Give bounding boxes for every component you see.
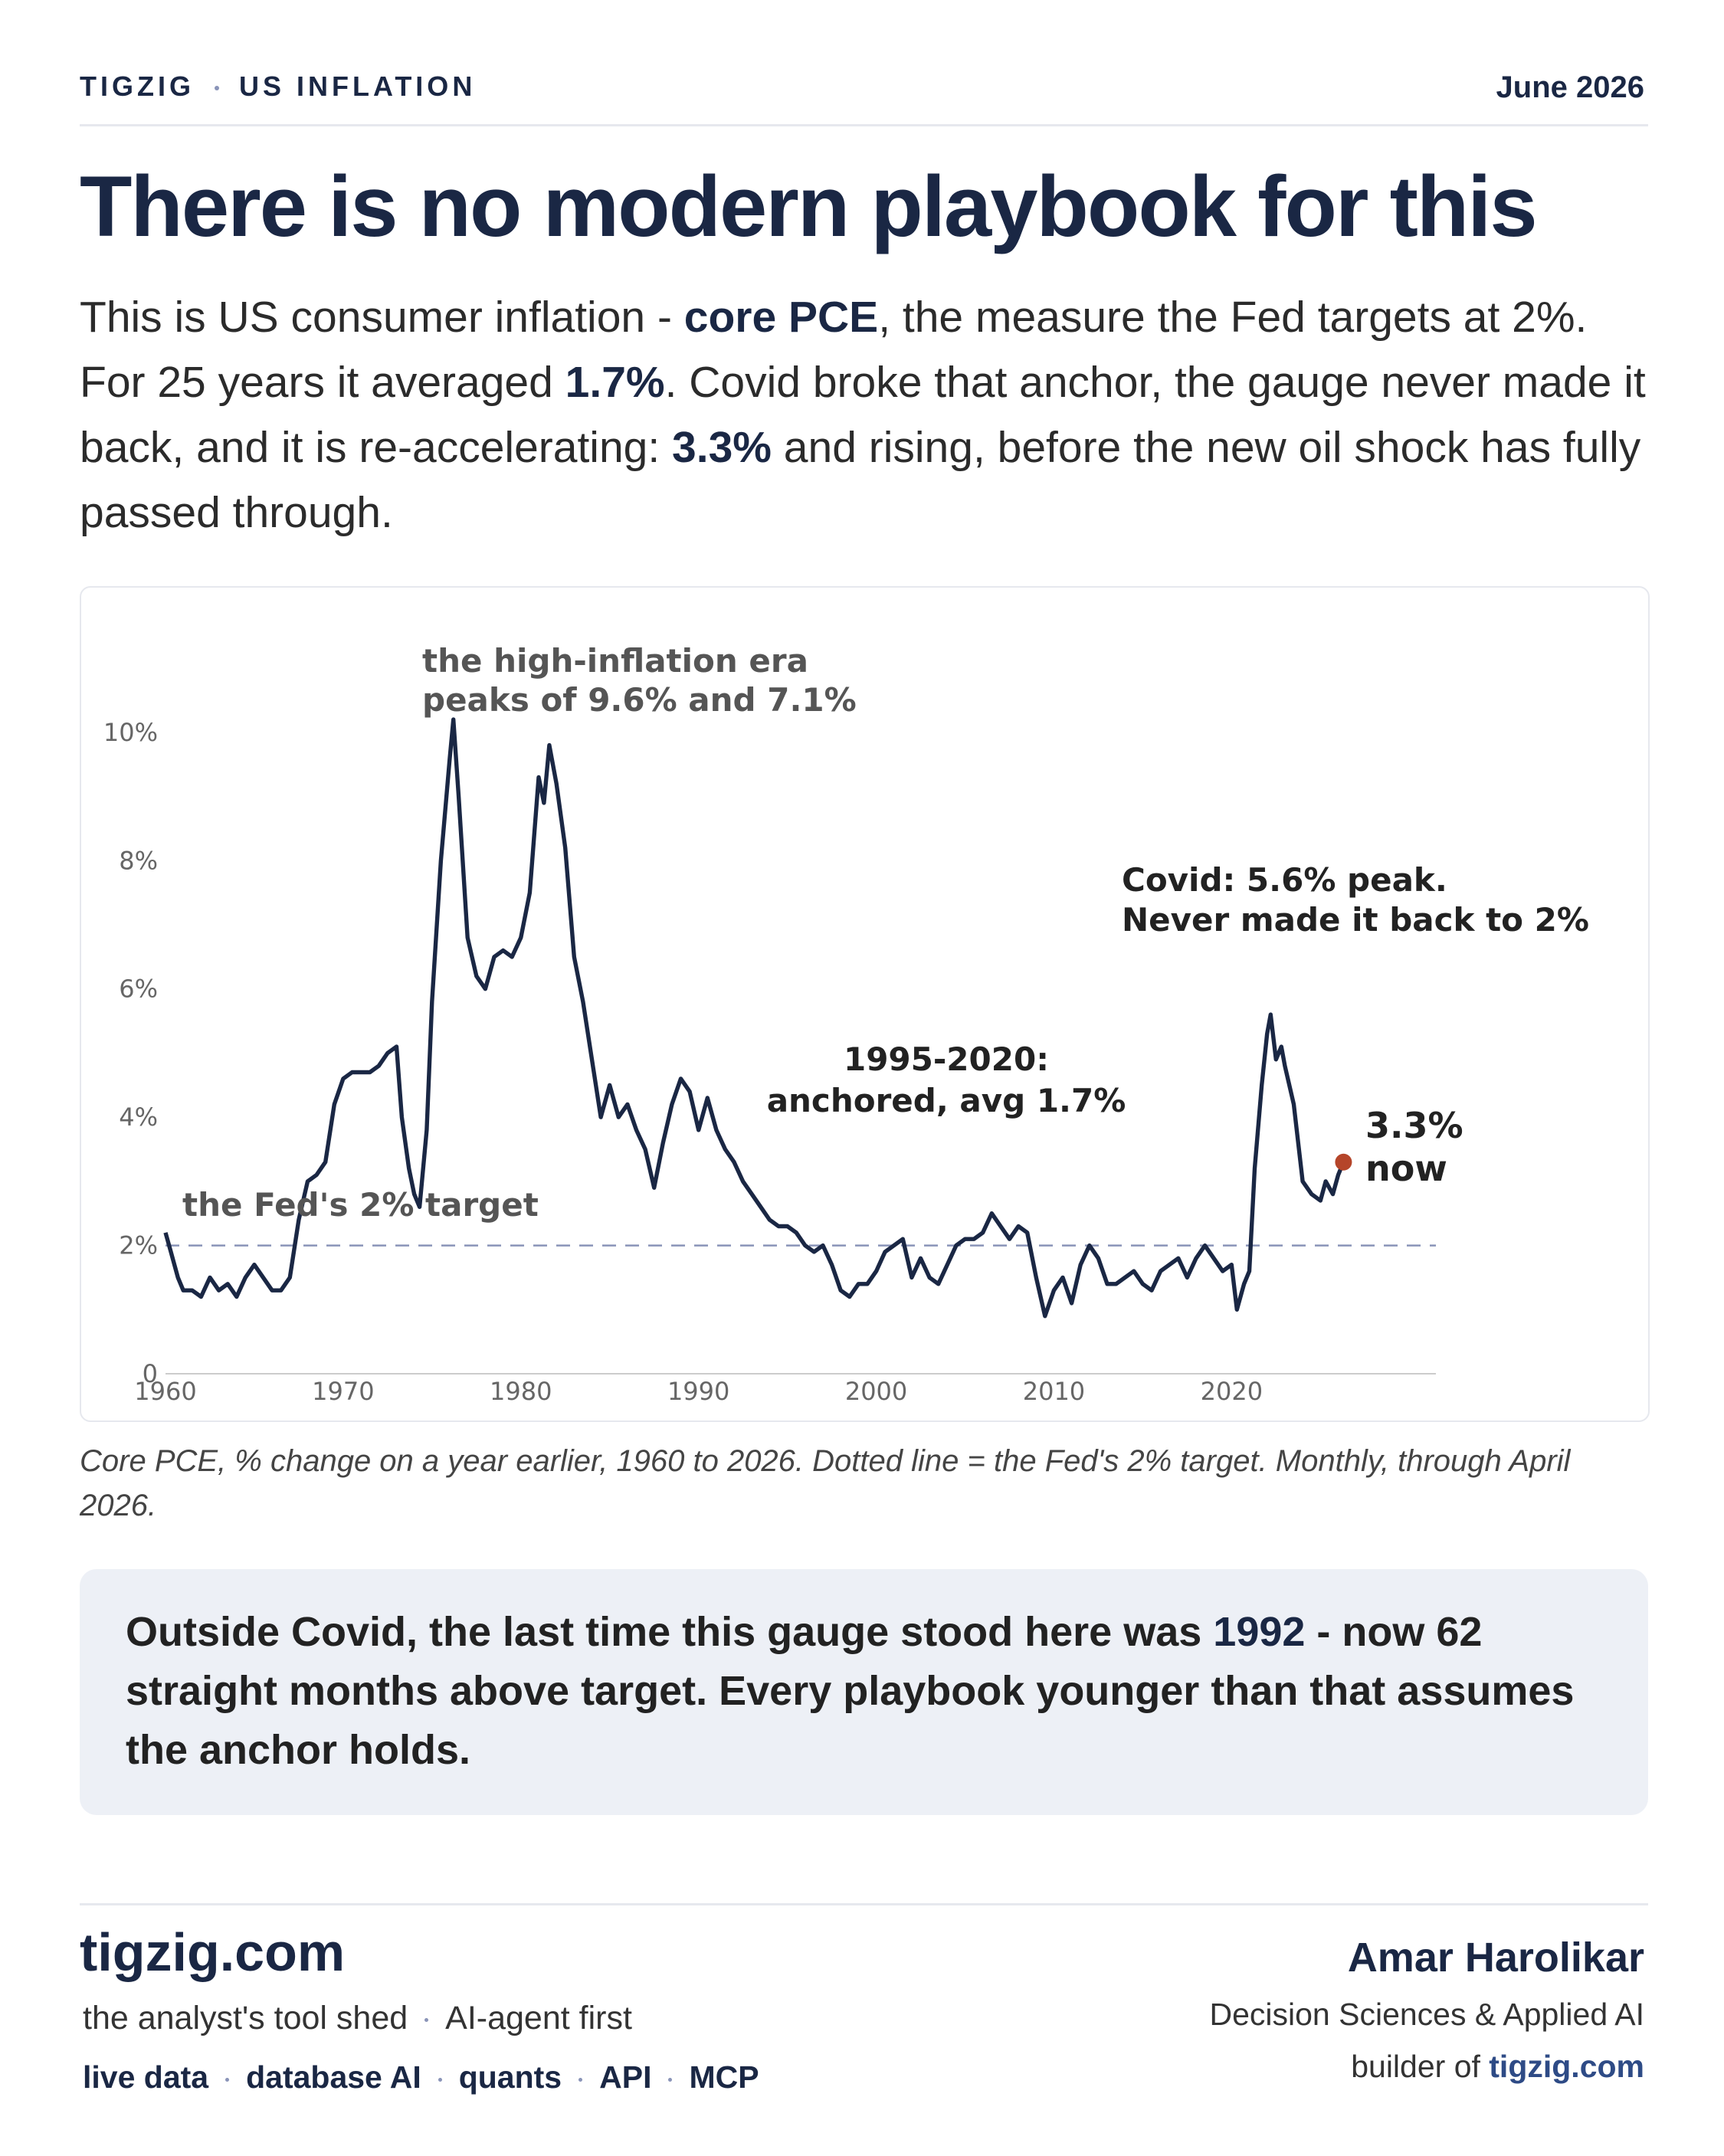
text: and rising, before the new oil shock has… [80, 423, 1641, 537]
intro: This is US consumer inflation - core PCE… [80, 285, 1658, 546]
builder: builder of tigzig.com [1351, 2049, 1644, 2085]
brand: TIGZIG [80, 70, 195, 102]
link[interactable]: tigzig.com [1489, 2049, 1644, 2084]
emphasis: core PCE [683, 293, 879, 342]
annotation: the high-inflation era [422, 642, 808, 680]
y-tick-label: 8% [119, 846, 158, 875]
separator [438, 2077, 442, 2082]
x-tick-label: 2020 [1201, 1377, 1263, 1406]
separator [215, 86, 219, 91]
chart-card: 0 2% 4% 6% 8% 10% 1960 1970 1980 1990 2000 2010 2020… [80, 586, 1650, 1422]
separator [578, 2077, 583, 2082]
chart: 0 2% 4% 6% 8% 10% 1960 1970 1980 1990 2000 2010 2020… [103, 642, 1589, 1406]
text: builder of [1351, 2049, 1490, 2084]
tagline: the analyst's tool shed AI-agent first [83, 2000, 632, 2037]
header-left: TIGZIG US INFLATION [80, 70, 476, 103]
annotation: 3.3% [1365, 1105, 1463, 1146]
emphasis: 1.7% [565, 358, 665, 407]
author: Amar Harolikar [1347, 1935, 1644, 1981]
link[interactable]: quants [458, 2059, 562, 2095]
date: June 2026 [1496, 70, 1644, 104]
tag: the analyst's tool shed [83, 2000, 408, 2036]
link[interactable]: database AI [246, 2059, 421, 2095]
latest-point [1335, 1153, 1352, 1171]
links: live data database AI quants API MCP [83, 2059, 759, 2095]
y-tick-label: 0 [143, 1359, 158, 1388]
text: , the measure the Fed targets at 2%. For… [80, 293, 1588, 407]
x-tick-label: 1960 [134, 1377, 196, 1406]
emphasis: 3.3% [672, 423, 772, 472]
line [163, 717, 1345, 1319]
title: There is no modern playbook for this [80, 159, 1538, 254]
annotation: 1995-2020: [844, 1040, 1049, 1078]
y-tick-label: 6% [119, 975, 158, 1004]
annotation: peaks of 9.6% and 7.1% [422, 681, 857, 719]
annotation: the Fed's 2% target [182, 1186, 539, 1224]
separator [668, 2077, 673, 2082]
caption: Core PCE, % change on a year earlier, 19… [80, 1444, 1571, 1522]
callout: Outside Covid, the last time this gauge … [126, 1603, 1620, 1780]
x-tick-label: 1970 [312, 1377, 374, 1406]
tag: AI-agent first [445, 2000, 632, 2036]
y-tick-label: 10% [103, 718, 158, 747]
link[interactable]: MCP [689, 2059, 759, 2095]
annotation: now [1365, 1148, 1447, 1189]
x-tick-label: 1980 [490, 1377, 552, 1406]
emphasis: 1992 [1213, 1609, 1306, 1655]
separator [225, 2077, 230, 2082]
annotation: Covid: 5.6% peak. [1122, 861, 1447, 899]
role: Decision Sciences & Applied AI [1209, 1997, 1645, 2032]
annotation: Never made it back to 2% [1122, 901, 1589, 939]
y-tick-label: 2% [119, 1231, 158, 1260]
site[interactable]: tigzig.com [80, 1922, 346, 1982]
x-tick-label: 2000 [845, 1377, 907, 1406]
section: US INFLATION [239, 70, 477, 102]
divider [80, 1903, 1648, 1905]
link[interactable]: API [599, 2059, 652, 2095]
separator [424, 2018, 429, 2023]
callout-box [80, 1569, 1648, 1815]
text: This is US consumer inflation - [80, 293, 684, 342]
x-tick-label: 2010 [1023, 1377, 1085, 1406]
annotation: anchored, avg 1.7% [767, 1082, 1126, 1119]
x-tick-label: 1990 [667, 1377, 729, 1406]
text: - now 62 straight months above target. E… [126, 1609, 1575, 1773]
text: Outside Covid, the last time this gauge … [126, 1609, 1214, 1655]
y-tick-label: 4% [119, 1103, 158, 1132]
link[interactable]: live data [83, 2059, 209, 2095]
text: . Covid broke that anchor, the gauge nev… [80, 358, 1646, 472]
divider [80, 124, 1648, 126]
